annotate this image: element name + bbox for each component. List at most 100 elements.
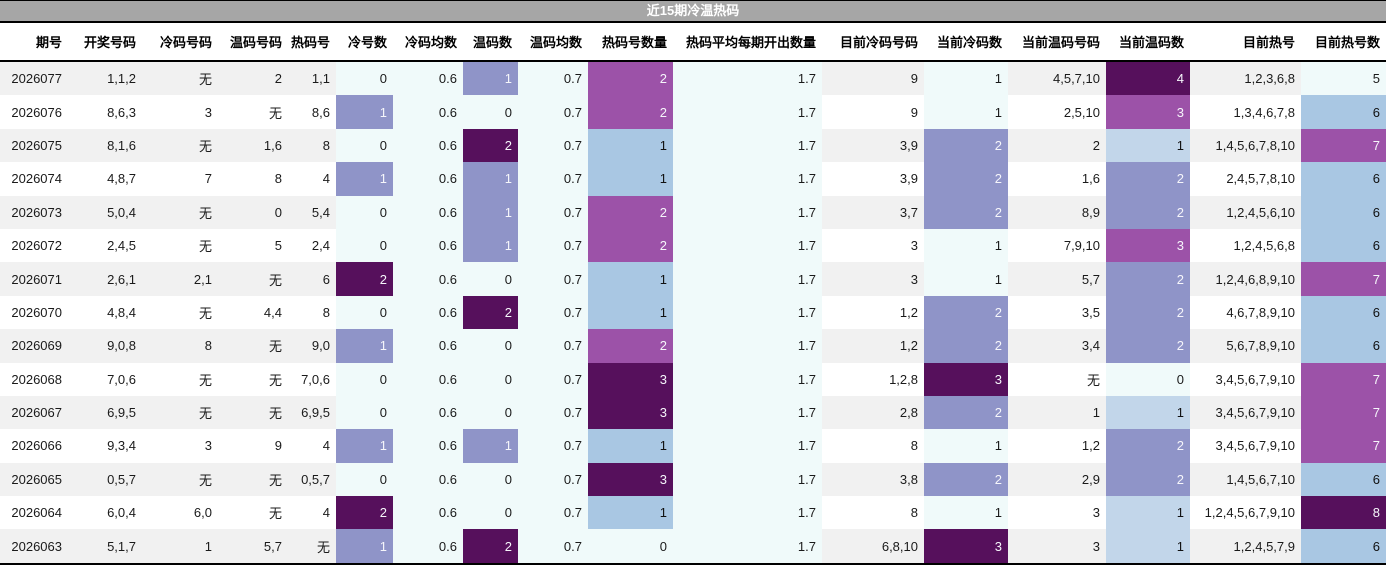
cell: 0 <box>336 128 393 163</box>
cell: 0 <box>336 295 393 330</box>
cell: 2026065 <box>0 462 68 497</box>
cell: 6,9,5 <box>68 395 142 430</box>
cell: 1,2,4,5,6,10 <box>1190 195 1301 229</box>
cell: 2026076 <box>0 95 68 129</box>
cell: 0 <box>336 195 393 229</box>
cell: 5 <box>1301 61 1386 96</box>
table-row: 2026069 9,0,8 8 无 9,0 1 0.6 0 0.7 2 1.7 1,2 2 3,4 2 5,6… <box>0 329 1386 363</box>
cell: 0 <box>588 529 673 564</box>
cell: 7 <box>1301 395 1386 430</box>
cell: 1 <box>924 61 1008 96</box>
cell: 0.7 <box>518 362 588 396</box>
cell: 5,4 <box>288 195 336 229</box>
cell: 1,2,8 <box>822 362 924 396</box>
cell: 1,2,4,5,6,8 <box>1190 228 1301 263</box>
header-row: 期号 开奖号码 冷码号码 温码号码 热码号 冷号数 冷码均数 温码数 温码均数 热码号数量 热码平均… <box>0 23 1386 62</box>
cell: 无 <box>218 462 288 497</box>
cell: 1 <box>1106 496 1190 530</box>
cell: 3 <box>588 462 673 497</box>
table-body: 2026077 1,1,2 无 2 1,1 0 0.6 1 0.7 2 1.7 9 1 4,5,7,10 4… <box>0 61 1386 564</box>
cell: 0.6 <box>393 362 463 396</box>
cell: 1,2 <box>822 295 924 330</box>
cell: 1 <box>588 128 673 163</box>
cell: 3,4 <box>1008 329 1106 363</box>
cell: 2026073 <box>0 195 68 229</box>
cell: 2 <box>588 61 673 96</box>
cell: 0.6 <box>393 128 463 163</box>
table-row: 2026063 5,1,7 1 5,7 无 1 0.6 2 0.7 0 1.7 6,8,10 3 3 1 1,… <box>0 529 1386 564</box>
cell: 2 <box>924 395 1008 430</box>
cell: 9 <box>218 429 288 463</box>
cell: 0.6 <box>393 395 463 430</box>
cell: 1.7 <box>673 395 822 430</box>
cell: 1,2,4,5,6,7,9,10 <box>1190 496 1301 530</box>
cell: 1.7 <box>673 262 822 296</box>
cell: 9 <box>822 95 924 129</box>
cell: 4,8,7 <box>68 162 142 196</box>
cell: 无 <box>142 362 218 396</box>
cell: 1 <box>1008 395 1106 430</box>
cell: 3 <box>822 228 924 263</box>
cell: 2,9 <box>1008 462 1106 497</box>
column-header-5: 热码号 <box>288 23 336 62</box>
cell: 9,0 <box>288 329 336 363</box>
cell: 0 <box>463 262 518 296</box>
cell: 2 <box>1106 462 1190 497</box>
cell: 1,6 <box>1008 162 1106 196</box>
column-header-3: 冷码号码 <box>142 23 218 62</box>
cell: 2 <box>588 195 673 229</box>
cell: 4 <box>1106 61 1190 96</box>
column-header-4: 温码号码 <box>218 23 288 62</box>
table-row: 2026067 6,9,5 无无 6,9,5 0 0.6 0 0.7 3 1.7 2,8 2 1 1 3,4… <box>0 395 1386 430</box>
table-row: 2026073 5,0,4 无 0 5,4 0 0.6 1 0.7 2 1.7 3,7 2 8,9 2 1,2… <box>0 195 1386 229</box>
cell: 6,9,5 <box>288 395 336 430</box>
cell: 1 <box>1106 128 1190 163</box>
cell: 8 <box>218 162 288 196</box>
cell: 6,0 <box>142 496 218 530</box>
cell: 6 <box>1301 162 1386 196</box>
cell: 0.6 <box>393 496 463 530</box>
table-row: 2026070 4,8,4 无 4,4 8 0 0.6 2 0.7 1 1.7 1,2 2 3,5 2 4,6… <box>0 295 1386 330</box>
table-row: 2026068 7,0,6 无无 7,0,6 0 0.6 0 0.7 3 1.7 1,2,8 3 无 0 3… <box>0 362 1386 396</box>
cell: 1 <box>336 429 393 463</box>
table-row: 2026066 9,3,4 3 9 4 1 0.6 1 0.7 1 1.7 8 1 1,2 2 3,4,5,6… <box>0 429 1386 463</box>
cell: 2026067 <box>0 395 68 430</box>
cell: 2 <box>1106 162 1190 196</box>
cell: 3 <box>1106 95 1190 129</box>
cell: 1,6 <box>218 128 288 163</box>
cell: 1 <box>463 429 518 463</box>
column-header-14: 当前温码号码 <box>1008 23 1106 62</box>
cell: 2026070 <box>0 295 68 330</box>
cell: 5,7 <box>1008 262 1106 296</box>
cell: 2 <box>463 529 518 564</box>
cell: 3,5 <box>1008 295 1106 330</box>
cell: 0 <box>463 329 518 363</box>
cell: 1,1,2 <box>68 61 142 96</box>
cell: 0.7 <box>518 95 588 129</box>
cell: 2,5,10 <box>1008 95 1106 129</box>
cell: 0.6 <box>393 162 463 196</box>
cell: 0.6 <box>393 262 463 296</box>
cell: 3 <box>822 262 924 296</box>
table-row: 2026071 2,6,1 2,1 无 6 2 0.6 0 0.7 1 1.7 3 1 5,7 2 1,2,4… <box>0 262 1386 296</box>
cell: 0.6 <box>393 195 463 229</box>
cell: 2026069 <box>0 329 68 363</box>
cell: 1 <box>924 95 1008 129</box>
cell: 无 <box>142 295 218 330</box>
cell: 0 <box>336 228 393 263</box>
cell: 0.6 <box>393 329 463 363</box>
cell: 2 <box>1106 195 1190 229</box>
column-header-1: 期号 <box>0 23 68 62</box>
cell: 3 <box>1106 228 1190 263</box>
cell: 0,5,7 <box>68 462 142 497</box>
cell: 1,2 <box>822 329 924 363</box>
cell: 8,6 <box>288 95 336 129</box>
cell: 1 <box>588 162 673 196</box>
cell: 1 <box>1106 395 1190 430</box>
cell: 3 <box>142 95 218 129</box>
cell: 5,1,7 <box>68 529 142 564</box>
cell: 7,0,6 <box>288 362 336 396</box>
cell: 9,0,8 <box>68 329 142 363</box>
cell: 1.7 <box>673 295 822 330</box>
